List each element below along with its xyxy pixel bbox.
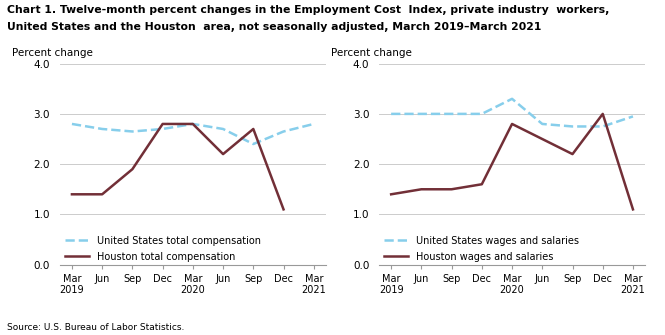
United States wages and salaries xyxy=(387,112,395,116)
Houston wages and salaries xyxy=(598,112,606,116)
United States total compensation xyxy=(128,130,136,134)
Text: Percent change: Percent change xyxy=(331,48,412,58)
United States total compensation xyxy=(189,122,197,126)
Houston total compensation xyxy=(279,207,287,211)
Houston wages and salaries xyxy=(478,182,486,186)
Legend: United States wages and salaries, Houston wages and salaries: United States wages and salaries, Housto… xyxy=(384,236,579,262)
Houston wages and salaries xyxy=(418,187,426,191)
Line: United States wages and salaries: United States wages and salaries xyxy=(391,99,633,127)
Houston total compensation xyxy=(128,167,136,171)
Houston total compensation xyxy=(159,122,167,126)
Houston wages and salaries xyxy=(387,192,395,196)
Houston wages and salaries xyxy=(448,187,456,191)
Houston wages and salaries xyxy=(629,207,637,211)
Legend: United States total compensation, Houston total compensation: United States total compensation, Housto… xyxy=(65,236,261,262)
United States wages and salaries xyxy=(448,112,456,116)
Houston total compensation xyxy=(249,127,257,131)
United States wages and salaries xyxy=(629,115,637,119)
Text: Chart 1. Twelve-month percent changes in the Employment Cost  Index, private ind: Chart 1. Twelve-month percent changes in… xyxy=(7,5,609,15)
United States total compensation xyxy=(219,127,227,131)
Houston wages and salaries xyxy=(538,137,546,141)
United States total compensation xyxy=(98,127,106,131)
Houston total compensation xyxy=(219,152,227,156)
United States wages and salaries xyxy=(569,125,577,129)
Line: Houston wages and salaries: Houston wages and salaries xyxy=(391,114,633,209)
Text: Source: U.S. Bureau of Labor Statistics.: Source: U.S. Bureau of Labor Statistics. xyxy=(7,323,184,332)
United States wages and salaries xyxy=(508,97,516,101)
United States total compensation xyxy=(279,130,287,134)
United States total compensation xyxy=(68,122,76,126)
Houston total compensation xyxy=(189,122,197,126)
Text: Percent change: Percent change xyxy=(12,48,93,58)
Houston total compensation xyxy=(98,192,106,196)
United States total compensation xyxy=(310,122,318,126)
Houston wages and salaries xyxy=(508,122,516,126)
Line: United States total compensation: United States total compensation xyxy=(72,124,314,144)
Text: United States and the Houston  area, not seasonally adjusted, March 2019–March 2: United States and the Houston area, not … xyxy=(7,22,541,32)
United States total compensation xyxy=(159,127,167,131)
Houston wages and salaries xyxy=(569,152,577,156)
United States wages and salaries xyxy=(538,122,546,126)
United States wages and salaries xyxy=(598,125,606,129)
United States wages and salaries xyxy=(418,112,426,116)
United States total compensation xyxy=(249,142,257,146)
United States wages and salaries xyxy=(478,112,486,116)
Line: Houston total compensation: Houston total compensation xyxy=(72,124,283,209)
Houston total compensation xyxy=(68,192,76,196)
